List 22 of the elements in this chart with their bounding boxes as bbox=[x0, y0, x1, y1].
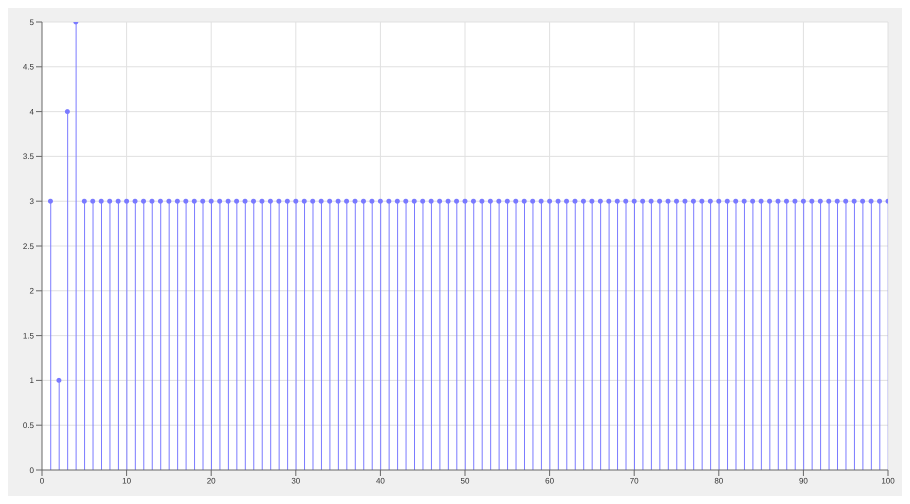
y-tick-label: 0 bbox=[30, 466, 35, 475]
x-tick-label: 70 bbox=[630, 476, 640, 486]
x-tick-label: 50 bbox=[460, 476, 470, 486]
y-tick-label: 2.5 bbox=[22, 242, 35, 251]
x-tick-label: 0 bbox=[40, 476, 45, 486]
y-tick-label: 2 bbox=[30, 286, 35, 296]
x-tick-label: 40 bbox=[376, 476, 386, 486]
y-tick-label: 3.5 bbox=[22, 152, 35, 162]
x-tick-label: 30 bbox=[291, 476, 301, 486]
x-tick-label: 100 bbox=[881, 476, 896, 486]
y-tick-label: 5 bbox=[30, 18, 35, 27]
x-tick-label: 90 bbox=[798, 476, 808, 486]
x-tick-label: 20 bbox=[206, 476, 216, 486]
y-tick-label: 1.5 bbox=[22, 331, 35, 340]
x-tick-label: 60 bbox=[545, 476, 555, 486]
x-tick-label: 10 bbox=[122, 476, 132, 486]
x-tick-label: 80 bbox=[714, 476, 724, 486]
y-tick-label: 3 bbox=[30, 197, 35, 206]
y-tick-label: 4 bbox=[30, 107, 35, 116]
y-tick-label: 1 bbox=[30, 376, 35, 386]
y-tick-label: 0.5 bbox=[22, 421, 35, 430]
y-tick-label: 4.5 bbox=[22, 62, 35, 72]
